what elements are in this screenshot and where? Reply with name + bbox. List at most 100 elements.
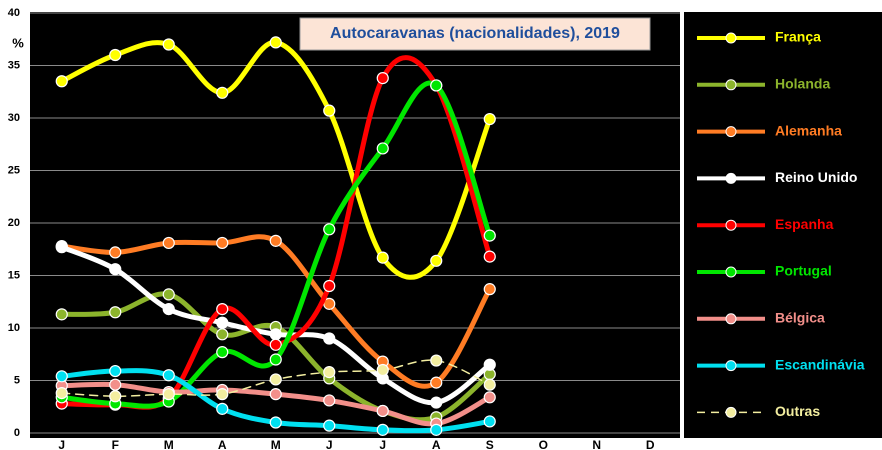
data-point <box>376 423 389 436</box>
data-point <box>109 263 122 276</box>
x-tick-label: F <box>112 438 119 450</box>
data-point <box>269 373 282 386</box>
y-axis-label: % <box>12 35 24 50</box>
legend-label: Holanda <box>775 76 830 92</box>
x-tick-label: J <box>58 438 65 450</box>
y-tick-label: 40 <box>8 7 20 19</box>
data-point <box>430 423 443 436</box>
data-point <box>323 366 336 379</box>
y-tick-label: 35 <box>8 59 20 71</box>
legend-marker <box>725 79 737 91</box>
legend-label: Alemanha <box>775 122 842 138</box>
y-tick-label: 5 <box>14 374 20 386</box>
data-point <box>323 104 336 117</box>
y-tick-label: 15 <box>8 269 20 281</box>
legend-label: Espanha <box>775 216 834 232</box>
plot-background <box>30 12 680 438</box>
y-tick-label: 20 <box>8 217 20 229</box>
data-point <box>323 279 336 293</box>
data-point <box>162 303 175 316</box>
title-box <box>299 17 651 51</box>
data-point <box>216 316 229 329</box>
legend-marker <box>725 32 737 44</box>
legend-label: Portugal <box>775 263 832 279</box>
y-tick-label: 0 <box>14 427 20 439</box>
data-point <box>55 308 68 321</box>
data-point <box>430 396 443 409</box>
y-tick-label: 25 <box>8 164 20 176</box>
x-tick-label: D <box>646 438 655 450</box>
data-point <box>55 241 68 254</box>
x-tick-label: N <box>592 438 601 450</box>
data-point <box>269 328 282 341</box>
data-point <box>269 353 282 366</box>
x-tick-label: A <box>432 438 441 450</box>
data-point <box>216 388 229 401</box>
legend-label: Bélgica <box>775 310 825 326</box>
data-point <box>269 388 282 401</box>
data-point <box>269 338 282 351</box>
data-point <box>109 306 122 319</box>
data-point <box>216 303 229 316</box>
data-point <box>430 376 443 389</box>
data-point <box>323 419 336 432</box>
data-point <box>376 404 389 418</box>
data-point <box>430 79 443 92</box>
data-point <box>483 250 496 263</box>
data-point <box>483 229 496 242</box>
data-point <box>483 283 496 296</box>
legend-label: Reino Unido <box>775 169 857 185</box>
x-tick-label: M <box>271 438 281 450</box>
data-point <box>376 251 389 264</box>
data-point <box>109 378 122 391</box>
x-tick-label: M <box>164 438 174 450</box>
data-point <box>55 75 68 88</box>
legend-marker <box>725 360 737 372</box>
data-point <box>269 234 282 247</box>
data-point <box>162 388 175 401</box>
data-point <box>483 112 496 126</box>
data-point <box>55 387 68 400</box>
data-point <box>376 363 389 377</box>
data-point <box>483 378 496 391</box>
x-tick-label: J <box>326 438 333 450</box>
x-tick-label: J <box>379 438 386 450</box>
legend-label: França <box>775 29 821 45</box>
legend-marker <box>725 172 737 184</box>
data-point <box>216 328 229 341</box>
data-point <box>216 236 229 250</box>
data-point <box>55 370 68 383</box>
data-point <box>323 332 336 345</box>
legend-label: Outras <box>775 403 820 419</box>
data-point <box>162 38 175 51</box>
data-point <box>162 236 175 250</box>
y-tick-label: 30 <box>8 112 20 124</box>
data-point <box>376 71 389 85</box>
data-point <box>109 246 122 259</box>
legend-marker <box>725 266 737 278</box>
y-tick-label: 10 <box>8 322 20 334</box>
data-point <box>483 415 496 428</box>
data-point <box>216 346 229 359</box>
x-tick-label: O <box>539 438 548 450</box>
legend-marker <box>725 313 737 325</box>
data-point <box>483 358 496 371</box>
x-tick-label: A <box>218 438 227 450</box>
data-point <box>109 364 122 378</box>
data-point <box>269 416 282 429</box>
legend-marker <box>725 406 737 418</box>
data-point <box>109 390 122 403</box>
data-point <box>483 391 496 404</box>
legend-marker <box>725 219 737 231</box>
legend-label: Escandinávia <box>775 356 865 372</box>
x-tick-label: S <box>486 438 494 450</box>
data-point <box>162 288 175 301</box>
data-point <box>269 36 282 49</box>
data-point <box>323 223 336 236</box>
data-point <box>162 369 175 382</box>
legend-marker <box>725 126 737 138</box>
data-point <box>323 394 336 407</box>
data-point <box>216 86 229 99</box>
data-point <box>430 254 443 267</box>
